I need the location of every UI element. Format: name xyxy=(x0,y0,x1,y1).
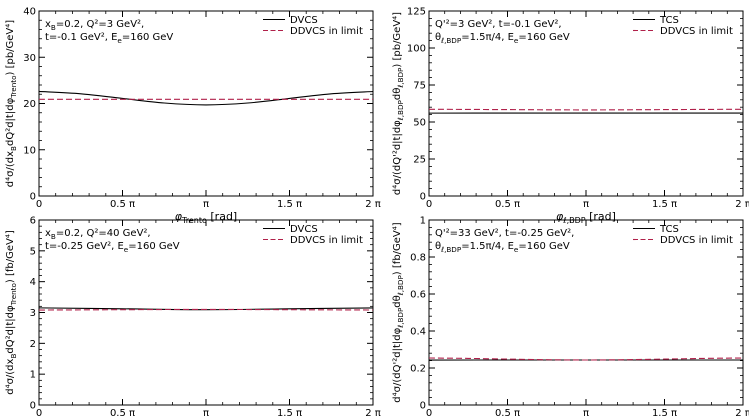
x-tick-label: 0 xyxy=(426,199,432,210)
y-axis-label: d⁴σ/(dxBdQ²d|t|dφTrento) [fb/GeV⁴] xyxy=(5,230,18,395)
y-tick-label: 30 xyxy=(23,53,36,64)
annotation-line: xB=0.2, Q²=3 GeV², xyxy=(45,19,144,32)
x-tick-label: 0 xyxy=(36,199,42,210)
x-tick-label: 1.5 π xyxy=(277,199,302,210)
legend-label: TCS xyxy=(659,15,679,26)
y-axis-label: d⁴σ/(dxBdQ²d|t|dφTrento) [pb/GeV⁴] xyxy=(5,20,18,187)
annotation-line: θℓ,BDP=1.5π/4, Ee=160 GeV xyxy=(435,241,570,254)
y-tick-label: 0.2 xyxy=(410,364,426,375)
x-tick-label: 2 π xyxy=(365,199,381,210)
y-axis-label: d⁴σ/(dQ'²d|t|dφℓ,BDPdθℓ,BDP) [pb/GeV⁴] xyxy=(392,12,405,195)
y-tick-label: 6 xyxy=(30,216,36,227)
x-tick-label: 1.5 π xyxy=(277,408,302,418)
x-tick-label: π xyxy=(203,199,209,210)
y-tick-label: 5 xyxy=(30,246,36,257)
y-tick-label: 100 xyxy=(407,44,426,55)
x-tick-label: 2 π xyxy=(735,199,749,210)
series-line-ddvcs-in-limit xyxy=(38,308,374,311)
y-tick-label: 75 xyxy=(413,81,426,92)
x-tick-label: 2 π xyxy=(365,408,381,418)
x-tick-label: 0.5 π xyxy=(495,199,520,210)
y-tick-label: 0 xyxy=(420,192,426,203)
legend-label: DDVCS in limit xyxy=(290,26,363,37)
x-tick-label: 0.5 π xyxy=(110,199,135,210)
x-tick-label: 0 xyxy=(36,408,42,418)
series-line-ddvcs-in-limit xyxy=(428,357,744,361)
y-tick-label: 0 xyxy=(30,192,36,203)
annotation-line: xB=0.2, Q²=40 GeV², xyxy=(45,228,151,241)
series-line-dvcs xyxy=(38,90,374,106)
y-tick-label: 0.8 xyxy=(410,253,426,264)
y-tick-label: 2 xyxy=(30,339,36,350)
x-tick-label: π xyxy=(203,408,209,418)
x-tick-label: π xyxy=(583,408,589,418)
y-tick-label: 4 xyxy=(30,277,36,288)
legend-label: DDVCS in limit xyxy=(660,26,733,37)
y-tick-label: 50 xyxy=(413,118,426,129)
y-tick-label: 1 xyxy=(420,216,426,227)
legend-label: DVCS xyxy=(290,224,318,235)
y-tick-label: 125 xyxy=(407,7,426,18)
y-axis-label: d⁴σ/(dQ'²d|t|dφℓ,BDPdθℓ,BDP) [fb/GeV⁴] xyxy=(392,222,405,402)
y-tick-label: 3 xyxy=(30,308,36,319)
x-tick-label: 1.5 π xyxy=(652,408,677,418)
y-tick-label: 40 xyxy=(23,7,36,18)
y-tick-label: 0 xyxy=(30,401,36,412)
legend-label: DVCS xyxy=(290,15,318,26)
y-tick-label: 25 xyxy=(413,155,426,166)
annotation-line: t=-0.1 GeV², Ee=160 GeV xyxy=(45,32,173,45)
x-tick-label: 2 π xyxy=(735,408,749,418)
x-tick-label: 0.5 π xyxy=(495,408,520,418)
x-tick-label: 0.5 π xyxy=(110,408,135,418)
y-tick-label: 20 xyxy=(23,99,36,110)
x-tick-label: 1.5 π xyxy=(652,199,677,210)
annotation-line: t=-0.25 GeV², Ee=160 GeV xyxy=(45,241,180,254)
x-tick-label: 0 xyxy=(426,408,432,418)
x-tick-label: π xyxy=(583,199,589,210)
annotation-line: θℓ,BDP=1.5π/4, Ee=160 GeV xyxy=(435,32,570,45)
annotation-line: Q'²=3 GeV², t=-0.1 GeV², xyxy=(435,19,562,30)
legend-label: TCS xyxy=(659,224,679,235)
y-tick-label: 0.6 xyxy=(410,290,426,301)
legend-label: DDVCS in limit xyxy=(290,235,363,246)
annotation-line: Q'²=33 GeV², t=-0.25 GeV², xyxy=(435,228,574,239)
y-tick-label: 0 xyxy=(420,401,426,412)
y-tick-label: 10 xyxy=(23,145,36,156)
series-line-ddvcs-in-limit xyxy=(428,108,744,111)
y-tick-label: 0.4 xyxy=(410,327,426,338)
y-tick-label: 1 xyxy=(30,370,36,381)
legend-label: DDVCS in limit xyxy=(660,235,733,246)
